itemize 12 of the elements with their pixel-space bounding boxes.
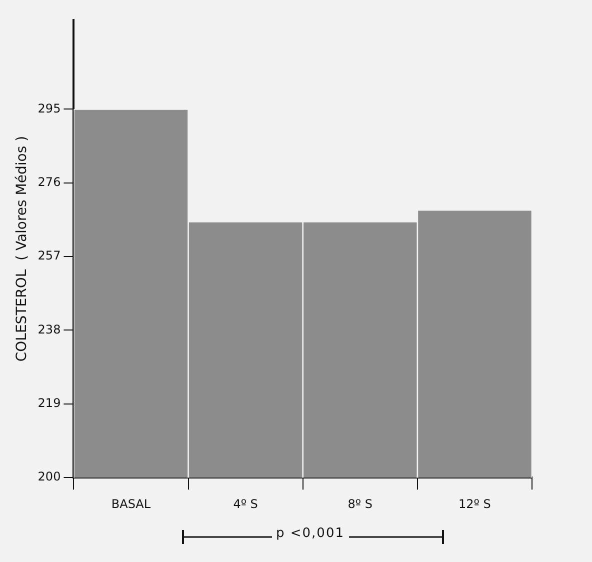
y-tick-label: 238 [38, 322, 61, 336]
text: p <0,001 [272, 526, 348, 541]
y-tick-label: 257 [38, 248, 61, 263]
x-tick-label: 8º S [348, 496, 373, 511]
x-tick-label: 12º S [458, 496, 491, 511]
x-tick-label: 4º S [233, 496, 258, 511]
y-tick-label: 276 [38, 175, 61, 189]
y-axis-title: COLESTEROL ( Valores Médios ) [14, 136, 30, 362]
y-tick-label: 200 [38, 470, 61, 484]
y-tick-label: 295 [38, 101, 61, 116]
x-tick-label: BASAL [111, 496, 151, 511]
y-tick-label: 219 [38, 396, 61, 410]
